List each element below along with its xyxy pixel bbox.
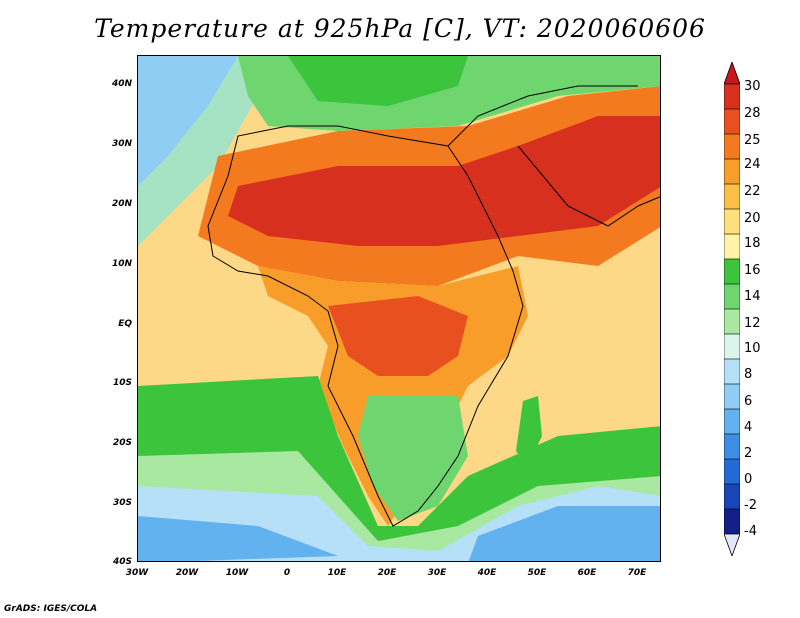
colorbar-segment <box>724 208 740 235</box>
colorbar-segment <box>724 133 740 160</box>
colorbar-label: 4 <box>744 420 753 435</box>
lon-tick-label: 0 <box>283 568 291 578</box>
lon-tick-label: 10E <box>327 568 347 578</box>
colorbar-segment <box>724 483 740 510</box>
colorbar-label: 18 <box>744 236 761 251</box>
map-title: Temperature at 925hPa [C], VT: 202006060… <box>94 14 706 43</box>
colorbar-label: 30 <box>744 79 761 94</box>
lon-tick-label: 30E <box>427 568 447 578</box>
colorbar-label: 2 <box>744 446 753 461</box>
lon-tick-label: 30W <box>125 568 149 578</box>
colorbar-label: 8 <box>744 367 753 382</box>
colorbar-label: 20 <box>744 211 761 226</box>
central-africa-hot-region <box>328 296 468 376</box>
colorbar-label: 12 <box>744 316 761 331</box>
lon-tick-label: 20W <box>175 568 199 578</box>
colorbar-segment <box>724 458 740 485</box>
colorbar-top-arrow <box>724 62 740 85</box>
lon-tick-label: 20E <box>377 568 397 578</box>
colorbar-label: 14 <box>744 289 761 304</box>
lat-tick-label: 20N <box>111 199 132 209</box>
arabian-coastline <box>517 145 660 227</box>
lat-tick-label: 10S <box>112 378 132 388</box>
temperature-map <box>137 55 661 562</box>
lat-tick-label: EQ <box>118 319 132 329</box>
lon-tick-label: 50E <box>527 568 547 578</box>
middle-east-coastline <box>447 85 638 147</box>
colorbar-label: 6 <box>744 394 753 409</box>
lon-tick-label: 70E <box>627 568 647 578</box>
colorbar-label: 24 <box>744 157 761 172</box>
europe-dark-green-region <box>288 56 468 106</box>
colorbar-segment <box>724 108 740 135</box>
colorbar-segment <box>724 308 740 335</box>
south-indian-cold-region <box>468 506 660 561</box>
colorbar-label: -4 <box>744 524 757 539</box>
colorbar-segment <box>724 183 740 210</box>
colorbar-label: 22 <box>744 184 761 199</box>
colorbar-label: 0 <box>744 472 753 487</box>
colorbar-segment <box>724 283 740 310</box>
colorbar <box>724 62 740 556</box>
colorbar-segment <box>724 433 740 460</box>
colorbar-segment <box>724 83 740 110</box>
lon-tick-label: 10W <box>225 568 249 578</box>
lat-tick-label: 30N <box>111 139 132 149</box>
colorbar-segments <box>724 62 740 556</box>
colorbar-label: 25 <box>744 133 761 148</box>
colorbar-segment <box>724 408 740 435</box>
colorbar-label: 10 <box>744 341 761 356</box>
africa-coastline <box>207 125 524 527</box>
credit-text: GrADS: IGES/COLA <box>4 604 98 614</box>
colorbar-segment <box>724 258 740 285</box>
colorbar-label: 16 <box>744 263 761 278</box>
colorbar-bottom-arrow <box>724 533 740 556</box>
colorbar-label: 28 <box>744 106 761 121</box>
colorbar-segment <box>724 158 740 185</box>
colorbar-segment <box>724 333 740 360</box>
lon-tick-label: 40E <box>477 568 497 578</box>
colorbar-segment <box>724 233 740 260</box>
map-canvas <box>138 56 660 561</box>
lat-tick-label: 20S <box>112 438 132 448</box>
colorbar-segment <box>724 358 740 385</box>
south-atlantic-cold-region <box>138 516 338 561</box>
lat-tick-label: 10N <box>111 259 132 269</box>
colorbar-segment <box>724 508 740 535</box>
lat-tick-label: 30S <box>112 498 132 508</box>
lat-tick-label: 40N <box>111 79 132 89</box>
colorbar-label: -2 <box>744 498 757 513</box>
lat-tick-label: 40S <box>112 557 132 567</box>
north-atlantic-cold-region <box>138 56 238 186</box>
southern-africa-green-region <box>358 396 468 521</box>
colorbar-segment <box>724 383 740 410</box>
sahara-very-hot-region <box>228 116 660 246</box>
lon-tick-label: 60E <box>577 568 597 578</box>
